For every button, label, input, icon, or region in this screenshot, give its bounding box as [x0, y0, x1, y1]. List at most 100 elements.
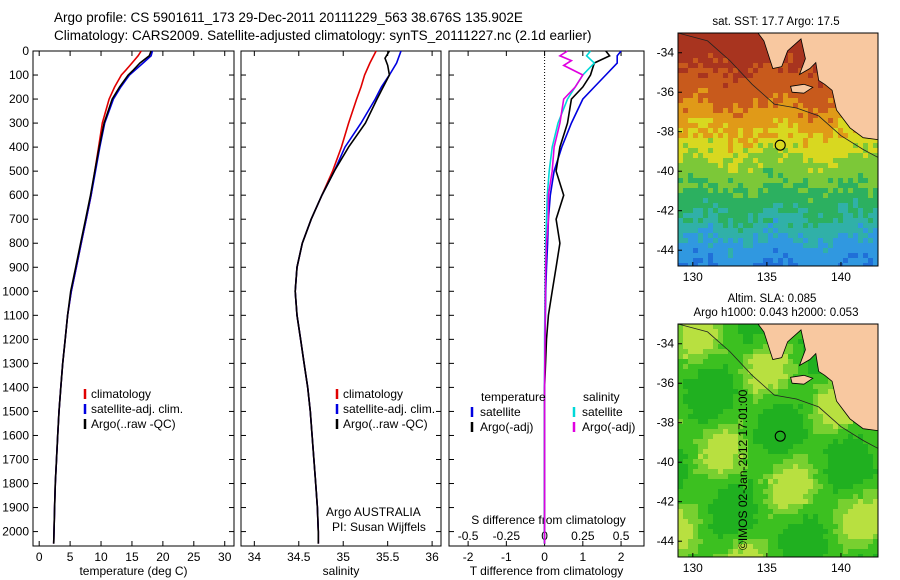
field-cell	[778, 93, 784, 99]
field-cell	[703, 113, 709, 119]
field-cell	[773, 183, 779, 189]
field-cell	[743, 484, 749, 490]
field-cell	[698, 324, 704, 330]
field-cell	[848, 514, 854, 520]
field-cell	[813, 68, 819, 74]
field-cell	[828, 163, 834, 169]
field-cell	[708, 73, 714, 79]
field-cell	[713, 93, 719, 99]
field-cell	[773, 399, 779, 405]
field-cell	[773, 223, 779, 229]
field-cell	[713, 519, 719, 525]
field-cell	[743, 118, 749, 124]
field-cell	[873, 188, 878, 194]
field-cell	[773, 419, 779, 425]
field-cell	[863, 474, 869, 480]
field-cell	[708, 173, 714, 179]
field-cell	[788, 243, 794, 249]
field-cell	[868, 188, 874, 194]
field-cell	[828, 524, 834, 530]
field-cell	[688, 33, 694, 39]
field-cell	[718, 48, 724, 54]
field-cell	[688, 489, 694, 495]
field-cell	[748, 238, 754, 244]
field-cell	[708, 228, 714, 234]
field-cell	[823, 203, 829, 209]
field-cell	[838, 123, 844, 129]
field-cell	[788, 354, 794, 360]
field-cell	[793, 449, 799, 455]
field-cell	[788, 203, 794, 209]
field-cell	[778, 158, 784, 164]
field-cell	[788, 474, 794, 480]
field-cell	[813, 198, 819, 204]
field-cell	[718, 519, 724, 525]
field-cell	[768, 133, 774, 139]
field-cell	[738, 549, 744, 555]
field-cell	[783, 193, 789, 199]
field-cell	[778, 409, 784, 415]
field-cell	[853, 469, 859, 475]
field-cell	[728, 83, 734, 89]
field-cell	[843, 414, 849, 420]
field-cell	[703, 43, 709, 49]
field-cell	[803, 484, 809, 490]
field-cell	[718, 188, 724, 194]
field-cell	[798, 429, 804, 435]
field-cell	[833, 544, 839, 550]
field-cell	[763, 73, 769, 79]
field-cell	[873, 519, 878, 525]
field-cell	[743, 464, 749, 470]
field-cell	[723, 108, 729, 114]
field-cell	[843, 474, 849, 480]
field-cell	[763, 434, 769, 440]
field-cell	[698, 399, 704, 405]
field-cell	[698, 544, 704, 550]
field-cell	[793, 113, 799, 119]
field-cell	[723, 379, 729, 385]
field-cell	[828, 238, 834, 244]
field-cell	[703, 404, 709, 410]
field-cell	[683, 414, 689, 420]
field-cell	[753, 73, 759, 79]
field-cell	[688, 354, 694, 360]
field-cell	[738, 88, 744, 94]
field-cell	[723, 384, 729, 390]
field-cell	[798, 464, 804, 470]
field-cell	[863, 173, 869, 179]
field-cell	[723, 449, 729, 455]
field-cell	[693, 454, 699, 460]
field-cell	[828, 128, 834, 134]
field-cell	[748, 98, 754, 104]
field-cell	[698, 419, 704, 425]
field-cell	[823, 499, 829, 505]
field-cell	[688, 339, 694, 345]
field-cell	[688, 524, 694, 530]
field-cell	[838, 163, 844, 169]
field-cell	[773, 474, 779, 480]
field-cell	[828, 499, 834, 505]
field-cell	[743, 364, 749, 370]
field-cell	[838, 464, 844, 470]
field-cell	[803, 168, 809, 174]
field-cell	[678, 504, 684, 510]
field-cell	[838, 519, 844, 525]
field-cell	[718, 339, 724, 345]
field-cell	[843, 203, 849, 209]
field-cell	[723, 193, 729, 199]
field-cell	[733, 63, 739, 69]
field-cell	[818, 253, 824, 259]
field-cell	[788, 68, 794, 74]
field-cell	[718, 429, 724, 435]
field-cell	[738, 479, 744, 485]
field-cell	[838, 203, 844, 209]
field-cell	[703, 213, 709, 219]
field-cell	[818, 499, 824, 505]
field-cell	[833, 218, 839, 224]
field-cell	[818, 539, 824, 545]
field-cell	[718, 344, 724, 350]
field-cell	[783, 133, 789, 139]
field-cell	[843, 128, 849, 134]
field-cell	[793, 339, 799, 345]
field-cell	[778, 218, 784, 224]
